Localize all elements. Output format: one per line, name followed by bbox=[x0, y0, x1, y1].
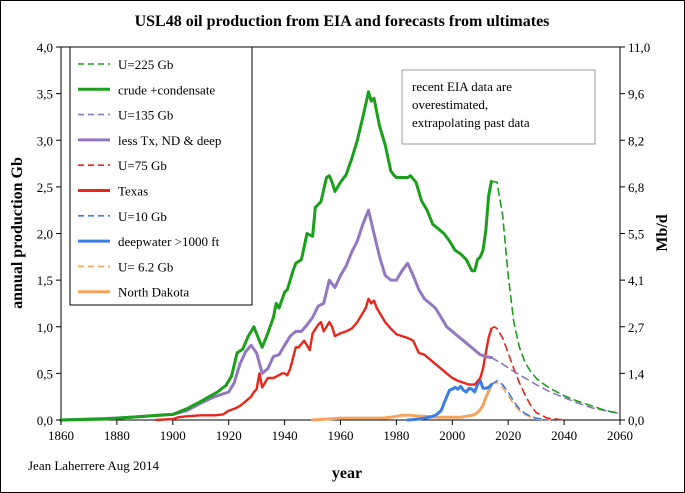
y2-tick-label: 9,6 bbox=[628, 87, 645, 102]
x-tick-label: 2020 bbox=[495, 428, 521, 443]
legend-label: U=75 Gb bbox=[118, 158, 167, 173]
series-line-less-tx-nd-deep bbox=[59, 208, 493, 422]
annotation-line: recent EIA data are bbox=[412, 79, 512, 94]
y2-axis-label: Mb/d bbox=[654, 214, 671, 251]
series-line-u-10-gb bbox=[490, 379, 549, 421]
annotation-line: overestimated, bbox=[412, 97, 488, 112]
legend-label: Texas bbox=[118, 184, 148, 199]
chart-title: USL48 oil production from EIA and foreca… bbox=[135, 13, 550, 30]
y2-tick-label: 11,0 bbox=[628, 40, 650, 55]
y-axis-label: annual production Gb bbox=[9, 157, 26, 309]
x-tick-label: 1860 bbox=[48, 428, 74, 443]
legend-label: U=225 Gb bbox=[118, 57, 173, 72]
x-tick-label: 1900 bbox=[160, 428, 186, 443]
series-line-deepwater-1000-ft bbox=[406, 379, 493, 422]
x-tick-label: 2060 bbox=[607, 428, 633, 443]
x-tick-label: 1880 bbox=[104, 428, 130, 443]
legend-label: U= 6.2 Gb bbox=[118, 259, 173, 274]
annotation-line: extrapolating past data bbox=[412, 115, 530, 130]
annotation-frame bbox=[401, 69, 596, 145]
x-tick-label: 1980 bbox=[383, 428, 409, 443]
y2-tick-label: 5,5 bbox=[628, 227, 644, 242]
series-line-u-225-gb bbox=[490, 180, 621, 415]
x-tick-label: 1960 bbox=[328, 428, 354, 443]
legend-label: U=10 Gb bbox=[118, 209, 167, 224]
y2-tick-label: 1,4 bbox=[628, 366, 645, 381]
x-tick-label: 1920 bbox=[216, 428, 242, 443]
axes-layer: 1860 1880 1900 1920 1940 1960 1980 2000 2020 2040… bbox=[37, 40, 651, 443]
annotation-box: recent EIA data are overestimated, extrapo… bbox=[401, 69, 596, 145]
series-layer bbox=[59, 90, 621, 422]
y-tick-label: 0,0 bbox=[37, 413, 53, 428]
legend-label: U=135 Gb bbox=[118, 108, 173, 123]
y2-tick-label: 0,0 bbox=[628, 413, 644, 428]
series-line-u-6-2-gb bbox=[490, 381, 551, 421]
y-tick-label: 2,5 bbox=[37, 180, 53, 195]
legend: U=225 Gb crude +condensate U=135 Gb less Tx… bbox=[69, 46, 253, 306]
y2-tick-label: 2,7 bbox=[628, 320, 645, 335]
x-tick-label: 2000 bbox=[439, 428, 465, 443]
legend-label: less Tx, ND & deep bbox=[118, 133, 221, 148]
y-tick-label: 3,0 bbox=[37, 133, 53, 148]
legend-label: North Dakota bbox=[118, 285, 189, 300]
credit-text: Jean Laherrere Aug 2014 bbox=[28, 458, 160, 473]
series-line-crude-condensate bbox=[59, 90, 493, 422]
y-tick-label: 0,5 bbox=[37, 366, 53, 381]
x-tick-label: 2040 bbox=[551, 428, 577, 443]
y2-tick-label: 8,2 bbox=[628, 133, 644, 148]
legend-label: crude +condensate bbox=[118, 82, 215, 97]
legend-label: deepwater >1000 ft bbox=[118, 234, 220, 249]
y-tick-label: 2,0 bbox=[37, 227, 53, 242]
y-tick-label: 1,5 bbox=[37, 273, 53, 288]
x-axis-label: year bbox=[332, 465, 362, 482]
y2-tick-label: 4,1 bbox=[628, 273, 644, 288]
y-tick-label: 3,5 bbox=[37, 87, 53, 102]
series-line-u-75-gb bbox=[490, 325, 565, 421]
series-line-texas bbox=[154, 297, 493, 422]
y-tick-label: 4,0 bbox=[37, 40, 53, 55]
y-tick-label: 1,0 bbox=[37, 320, 53, 335]
x-tick-label: 1940 bbox=[272, 428, 298, 443]
y2-tick-label: 6,8 bbox=[628, 180, 644, 195]
